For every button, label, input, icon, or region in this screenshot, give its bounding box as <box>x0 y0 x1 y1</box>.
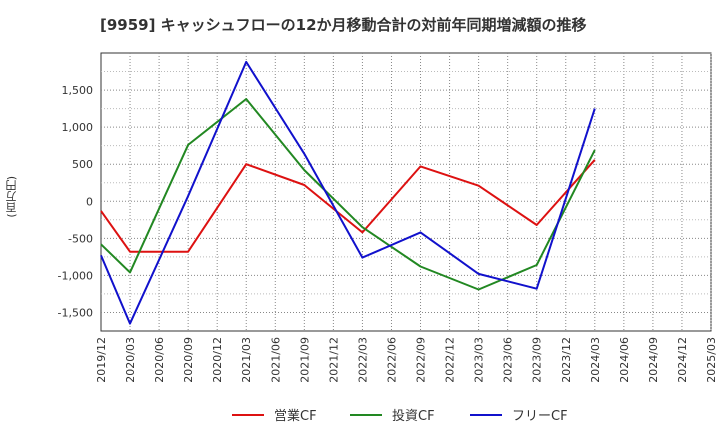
x-tick-label: 2022/03 <box>356 337 369 383</box>
y-tick-label: 1,000 <box>62 121 94 134</box>
y-tick-label: -500 <box>68 232 93 245</box>
y-tick-label: 1,500 <box>62 84 94 97</box>
x-tick-label: 2023/03 <box>473 337 486 383</box>
x-tick-label: 2023/09 <box>531 337 544 383</box>
x-tick-label: 2021/12 <box>327 337 340 383</box>
y-tick-label: -1,000 <box>58 269 93 282</box>
x-tick-label: 2024/03 <box>589 337 602 383</box>
plot-area <box>100 52 712 332</box>
x-tick-label: 2023/12 <box>560 337 573 383</box>
legend-label: フリーCF <box>512 409 568 424</box>
y-tick-label: 0 <box>86 195 93 208</box>
x-tick-label: 2024/12 <box>676 337 689 383</box>
x-tick-label: 2022/09 <box>415 337 428 383</box>
x-tick-label: 2024/06 <box>618 337 631 383</box>
series-line <box>100 60 596 325</box>
x-tick-label: 2025/03 <box>705 337 718 383</box>
x-tick-label: 2020/03 <box>124 337 137 383</box>
x-tick-label: 2023/06 <box>502 337 515 383</box>
y-tick-label: -1,500 <box>58 306 93 319</box>
series-line <box>100 159 596 253</box>
chart-title: [9959] キャッシュフローの12か月移動合計の対前年同期増減額の推移 <box>100 16 587 34</box>
legend-label: 投資CF <box>392 408 435 424</box>
series-line <box>100 98 596 291</box>
x-tick-label: 2020/06 <box>153 337 166 383</box>
x-tick-label: 2020/09 <box>182 337 195 383</box>
x-tick-label: 2021/03 <box>240 337 253 383</box>
x-tick-label: 2020/12 <box>211 337 224 383</box>
legend-label: 営業CF <box>274 408 317 424</box>
x-tick-label: 2021/06 <box>269 337 282 383</box>
x-tick-label: 2019/12 <box>95 337 108 383</box>
x-tick-label: 2021/09 <box>298 337 311 383</box>
x-tick-label: 2022/06 <box>385 337 398 383</box>
x-tick-label: 2024/09 <box>647 337 660 383</box>
y-tick-label: 500 <box>72 158 93 171</box>
x-tick-label: 2022/12 <box>444 337 457 383</box>
